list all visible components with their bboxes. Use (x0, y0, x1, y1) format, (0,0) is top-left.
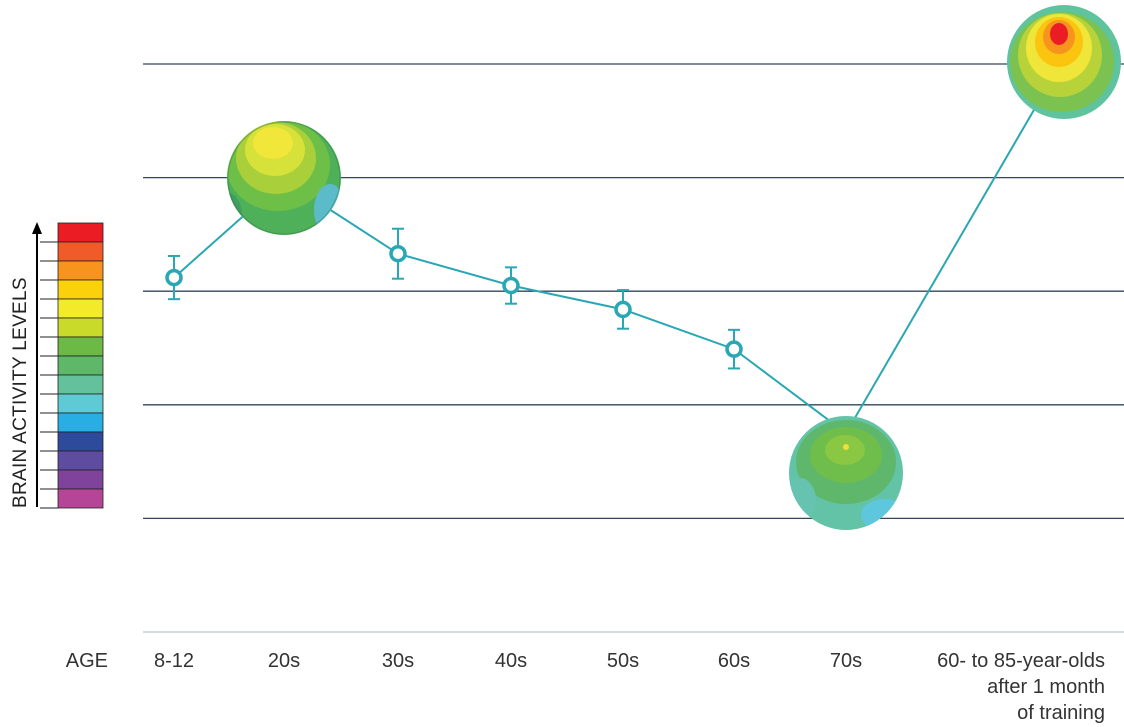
y-axis-arrow-head (32, 222, 42, 234)
x-tick-label: 30s (382, 650, 414, 672)
x-tick-label: 40s (495, 650, 527, 672)
data-point (502, 276, 520, 295)
color-scale-cell (57, 317, 104, 338)
color-scale-cell (57, 488, 104, 509)
series-markers (165, 227, 743, 370)
x-tick-label: 20s (268, 650, 300, 672)
x-tick-label: 50s (607, 650, 639, 672)
color-scale-cell (57, 222, 104, 243)
data-point (614, 300, 632, 319)
color-scale-cell (57, 412, 104, 433)
color-scale-cell (57, 279, 104, 300)
data-point (389, 244, 407, 263)
y-axis-label: BRAIN ACTIVITY LEVELS (10, 277, 31, 508)
data-point (165, 268, 183, 287)
series-line (173, 57, 1065, 435)
x-tick-label: 8-12 (154, 650, 194, 672)
x-tick-label: 70s (830, 650, 862, 672)
color-scale-cell (57, 469, 104, 490)
color-scale-cell (57, 450, 104, 471)
brain-map-after-training (1007, 5, 1121, 119)
x-axis-labels: AGE 8-12 20s 30s 40s 50s 60s 70s 60- to 85-year… (66, 650, 1105, 724)
brain-maps (227, 5, 1121, 530)
color-scale-cell (57, 355, 104, 376)
color-scale-cell (57, 241, 104, 262)
brain-map-20s (227, 121, 341, 235)
color-scale-cell (57, 298, 104, 319)
color-scale-cell (57, 260, 104, 281)
x-tick-label: 60s (718, 650, 750, 672)
x-axis-prefix-label: AGE (66, 650, 108, 672)
data-point (725, 340, 743, 358)
brain-map-70s (789, 416, 903, 530)
color-scale-cell (57, 431, 104, 452)
color-scale-cell (57, 393, 104, 414)
series-group (173, 57, 1065, 435)
color-scale-legend: BRAIN ACTIVITY LEVELS (10, 222, 104, 509)
color-scale-cell (57, 374, 104, 395)
color-scale-cell (57, 336, 104, 357)
x-tick-label: 60- to 85-year-olds after 1 month of train… (937, 650, 1105, 724)
